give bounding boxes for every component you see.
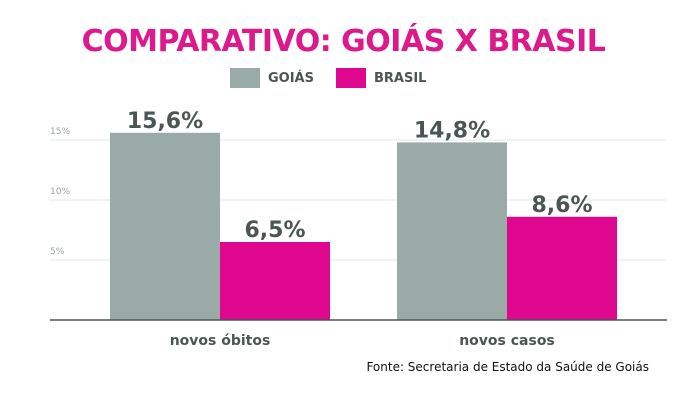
legend-swatch-brasil: [335, 68, 366, 88]
x-category-label: novos casos: [459, 333, 555, 349]
bar-goias: [397, 142, 507, 320]
legend-label: GOIÁS: [268, 70, 314, 86]
y-tick-label: 5%: [50, 247, 65, 257]
y-tick-label: 15%: [50, 127, 70, 137]
data-label: 14,8%: [414, 118, 490, 143]
data-label: 6,5%: [244, 218, 305, 243]
y-tick-label: 10%: [50, 187, 70, 197]
chart-title: COMPARATIVO: GOIÁS X BRASIL: [81, 24, 606, 59]
legend-swatch-goias: [230, 68, 260, 88]
legend-label: BRASIL: [373, 70, 427, 86]
legend: GOIÁS BRASIL: [230, 68, 448, 88]
x-category-label: novos óbitos: [170, 333, 271, 349]
bar-brasil: [507, 216, 617, 320]
legend-item-brasil: BRASIL: [335, 68, 427, 88]
source-note: Fonte: Secretaria de Estado da Saúde de …: [366, 360, 649, 374]
data-label: 15,6%: [127, 109, 203, 134]
data-label: 8,6%: [531, 193, 592, 218]
bar-goias: [110, 132, 220, 320]
legend-item-goias: GOIÁS: [230, 68, 314, 88]
bar-brasil: [220, 242, 330, 320]
